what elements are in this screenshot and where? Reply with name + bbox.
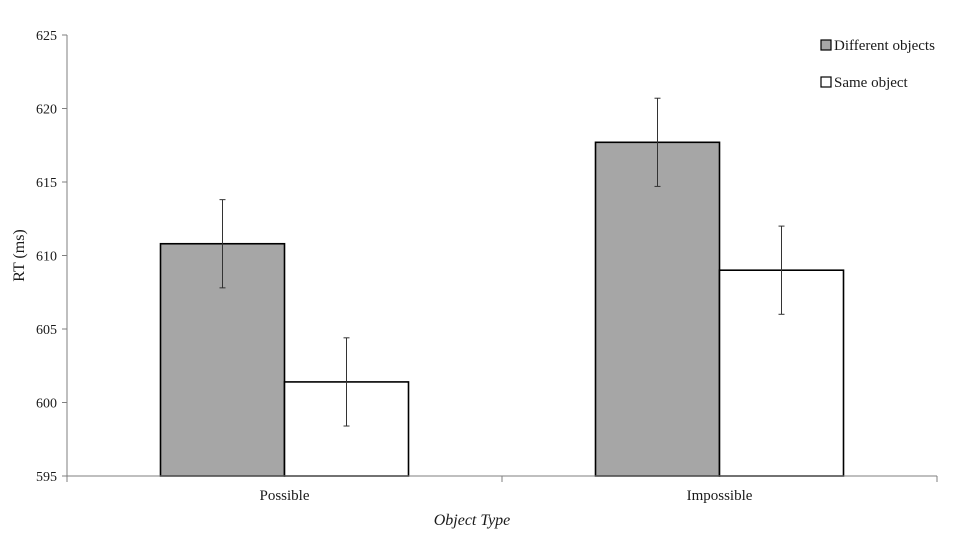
x-category-label: Impossible	[687, 488, 753, 504]
y-tick-label: 610	[36, 250, 57, 265]
x-category-label: Possible	[259, 488, 309, 504]
legend-label: Same object	[834, 75, 909, 91]
y-axis: 595 600 605 610 615 620 625	[36, 29, 68, 485]
y-tick-label: 605	[36, 323, 57, 338]
legend: Different objects Same object	[820, 38, 935, 91]
legend-label: Different objects	[834, 38, 935, 54]
y-axis-title: RT (ms)	[11, 229, 28, 282]
y-tick-label: 620	[36, 103, 57, 118]
legend-swatch	[820, 39, 832, 51]
x-axis-title: Object Type	[434, 512, 511, 529]
y-tick-label: 615	[36, 176, 57, 191]
y-tick-label: 595	[36, 470, 57, 485]
legend-swatch	[820, 76, 832, 88]
plot-area	[159, 97, 845, 477]
y-tick-label: 600	[36, 397, 57, 412]
y-tick-label: 625	[36, 29, 57, 44]
x-axis: Possible Impossible	[66, 475, 938, 504]
bar-different-objects	[594, 141, 721, 477]
